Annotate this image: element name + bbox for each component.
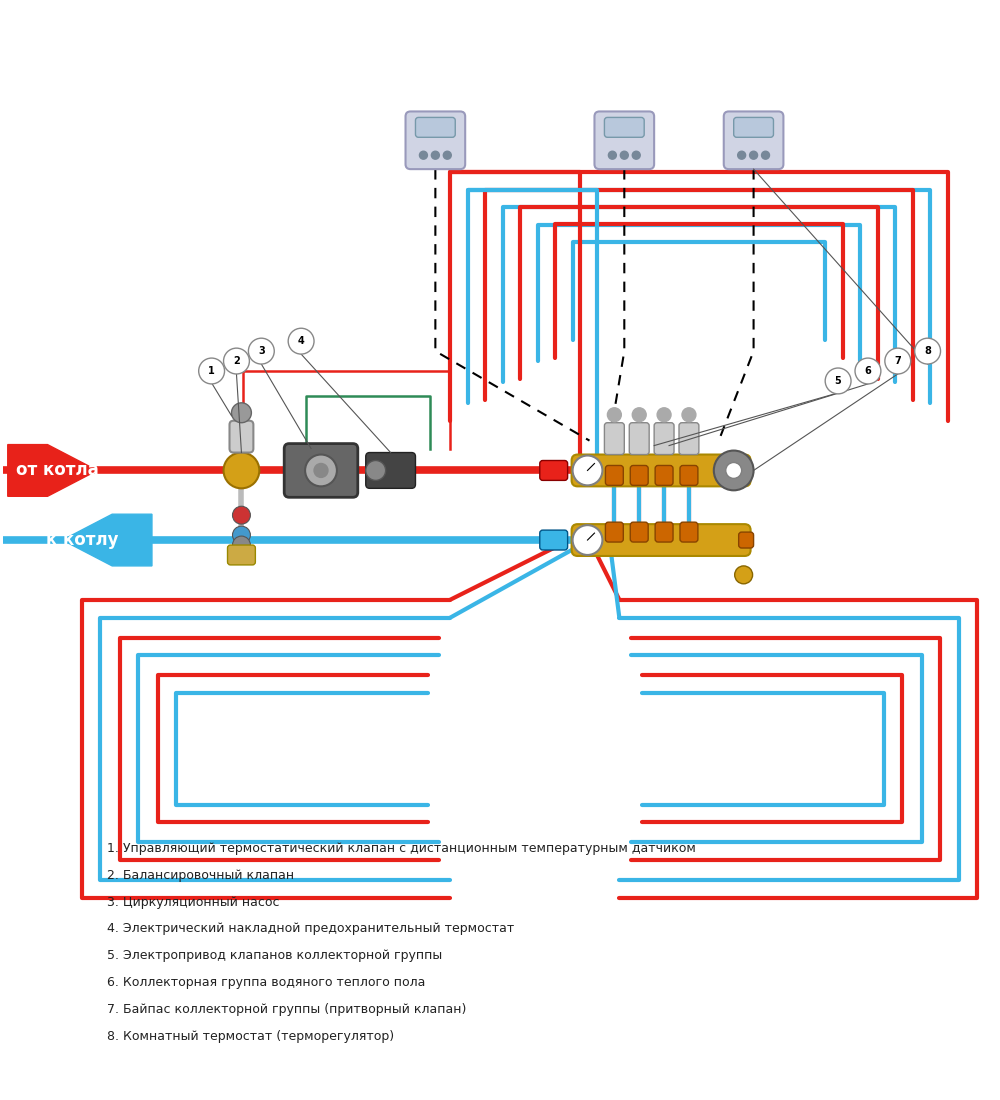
Circle shape [607,408,621,421]
Circle shape [232,403,251,422]
Text: 2. Балансировочный клапан: 2. Балансировочный клапан [107,869,294,882]
FancyBboxPatch shape [415,118,455,138]
FancyBboxPatch shape [680,522,698,542]
Circle shape [573,525,602,556]
Circle shape [232,536,250,554]
Circle shape [573,455,602,485]
Circle shape [632,408,646,421]
Circle shape [443,151,451,160]
FancyBboxPatch shape [605,465,623,485]
Circle shape [288,328,314,354]
Circle shape [885,348,911,374]
Circle shape [915,338,941,364]
Circle shape [825,368,851,394]
FancyBboxPatch shape [739,532,754,548]
Circle shape [714,451,754,491]
Text: 8. Комнатный термостат (терморегулятор): 8. Комнатный термостат (терморегулятор) [107,1030,394,1043]
FancyBboxPatch shape [604,118,644,138]
Text: 7: 7 [894,356,901,366]
Circle shape [366,461,386,481]
Text: 6: 6 [865,366,871,376]
FancyBboxPatch shape [629,422,649,454]
Circle shape [314,463,328,477]
Circle shape [419,151,427,160]
Text: 5. Электропривод клапанов коллекторной группы: 5. Электропривод клапанов коллекторной г… [107,949,442,962]
FancyArrow shape [8,444,97,496]
FancyBboxPatch shape [230,420,253,452]
Text: 3: 3 [258,346,265,356]
Text: 8: 8 [924,346,931,356]
Circle shape [657,408,671,421]
FancyBboxPatch shape [406,111,465,169]
Circle shape [224,452,259,488]
FancyBboxPatch shape [228,544,255,565]
Circle shape [726,462,742,478]
Circle shape [750,151,758,160]
FancyBboxPatch shape [366,452,415,488]
FancyBboxPatch shape [655,522,673,542]
Circle shape [431,151,439,160]
FancyBboxPatch shape [605,522,623,542]
FancyBboxPatch shape [572,524,751,556]
Text: 4: 4 [298,337,304,346]
Text: 3. Циркуляционный насос: 3. Циркуляционный насос [107,895,280,909]
Circle shape [248,338,274,364]
Text: от котла: от котла [16,461,99,480]
FancyBboxPatch shape [630,522,648,542]
Circle shape [855,359,881,384]
FancyBboxPatch shape [540,461,568,481]
FancyBboxPatch shape [724,111,783,169]
Circle shape [199,359,225,384]
Circle shape [224,348,249,374]
Text: 7. Байпас коллекторной группы (притворный клапан): 7. Байпас коллекторной группы (притворны… [107,1003,467,1016]
FancyBboxPatch shape [604,422,624,454]
Circle shape [735,565,753,584]
Text: 6. Коллекторная группа водяного теплого пола: 6. Коллекторная группа водяного теплого … [107,976,426,989]
Circle shape [738,151,746,160]
Circle shape [762,151,769,160]
Circle shape [305,454,337,486]
Text: 1. Управляющий термостатический клапан с дистанционным температурным датчиком: 1. Управляющий термостатический клапан с… [107,842,696,855]
Circle shape [682,408,696,421]
Text: 2: 2 [233,356,240,366]
Circle shape [632,151,640,160]
FancyBboxPatch shape [540,530,568,550]
Circle shape [620,151,628,160]
Text: 1: 1 [208,366,215,376]
FancyBboxPatch shape [630,465,648,485]
FancyBboxPatch shape [679,422,699,454]
FancyBboxPatch shape [284,443,358,497]
FancyBboxPatch shape [680,465,698,485]
Text: 4. Электрический накладной предохранительный термостат: 4. Электрический накладной предохранител… [107,923,514,935]
Circle shape [232,506,250,524]
FancyBboxPatch shape [594,111,654,169]
Text: 5: 5 [835,376,841,386]
FancyBboxPatch shape [655,465,673,485]
Circle shape [608,151,616,160]
FancyBboxPatch shape [654,422,674,454]
Text: к котлу: к котлу [46,531,119,549]
Circle shape [232,526,250,544]
FancyBboxPatch shape [734,118,773,138]
FancyBboxPatch shape [572,454,751,486]
FancyArrow shape [62,514,152,565]
